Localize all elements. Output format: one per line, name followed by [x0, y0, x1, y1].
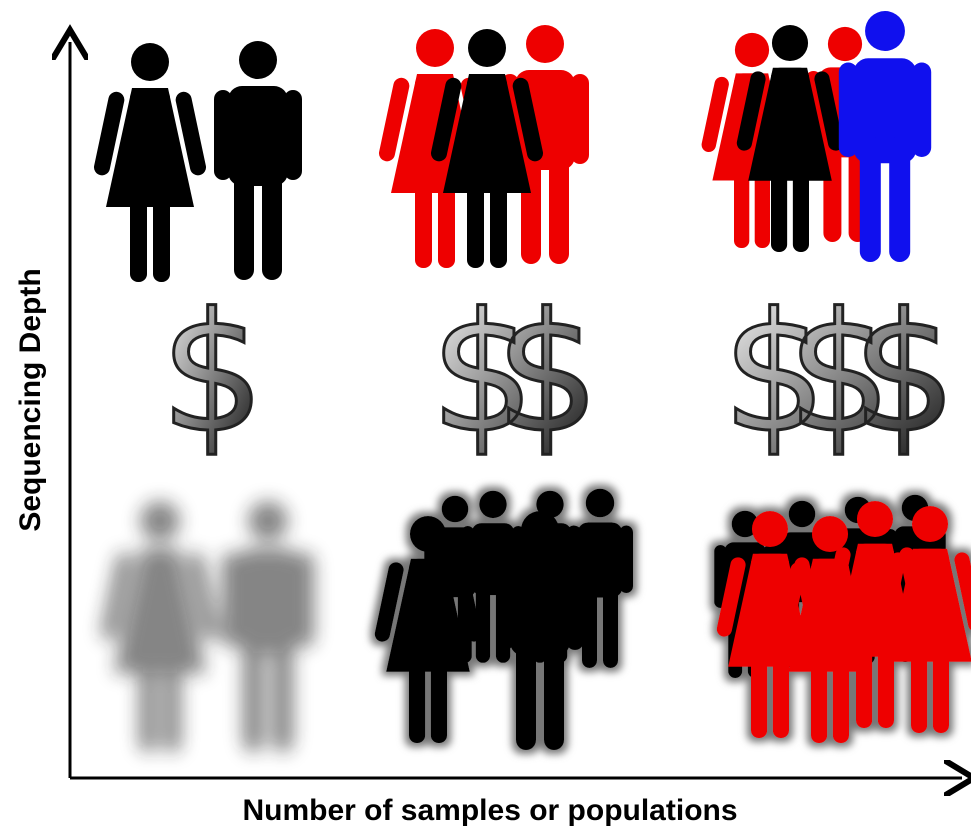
diagram: Sequencing Depth Number of samples or po… [0, 0, 971, 832]
high-depth-people [93, 11, 932, 282]
cost: $$ [430, 277, 587, 469]
low-depth-people [100, 489, 971, 752]
cost: $ [160, 277, 252, 469]
x-axis-label: Number of samples or populations [242, 794, 737, 827]
cost: $$$ [722, 277, 944, 469]
y-axis-label: Sequencing Depth [14, 268, 47, 531]
